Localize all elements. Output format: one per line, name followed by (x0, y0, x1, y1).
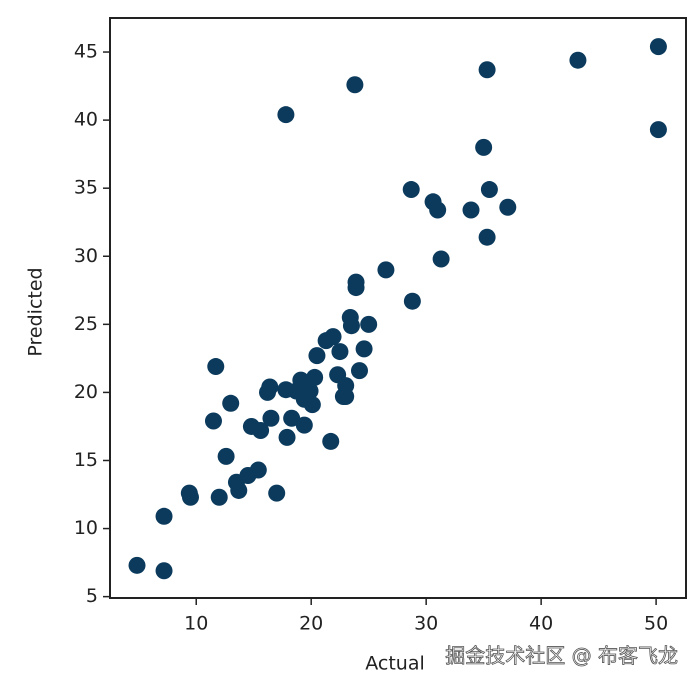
point (181, 488, 199, 506)
y-tick-label: 10 (74, 517, 98, 539)
point (301, 382, 319, 400)
point (278, 428, 296, 446)
point (204, 412, 222, 430)
point (331, 343, 349, 361)
x-tick-label: 50 (644, 613, 668, 635)
point (342, 317, 360, 335)
point (499, 198, 517, 216)
point (432, 250, 450, 268)
point (207, 358, 225, 376)
point (277, 106, 295, 124)
x-tick-label: 30 (414, 613, 438, 635)
point (217, 447, 235, 465)
x-axis-label: Actual (365, 653, 425, 675)
point (322, 432, 340, 450)
point (355, 340, 373, 358)
point (346, 76, 364, 94)
x-tick-label: 20 (299, 613, 323, 635)
point (283, 409, 301, 427)
point (478, 61, 496, 79)
x-tick-label: 40 (529, 613, 553, 635)
y-tick-label: 45 (74, 41, 98, 63)
point (252, 422, 270, 440)
point (347, 273, 365, 291)
point (649, 121, 667, 139)
point (350, 362, 368, 380)
watermark: 掘金技术社区 @ 布客飞龙 (445, 644, 678, 668)
point (261, 378, 279, 396)
y-tick-label: 35 (74, 177, 98, 199)
y-tick-label: 30 (74, 245, 98, 267)
point (377, 261, 395, 279)
y-tick-label: 40 (74, 109, 98, 131)
point (155, 562, 173, 580)
point (249, 461, 267, 479)
y-axis-label: Predicted (25, 267, 47, 356)
y-tick-label: 5 (86, 585, 98, 607)
point (210, 488, 228, 506)
x-tick-label: 10 (184, 613, 208, 635)
point (222, 394, 240, 412)
point (462, 201, 480, 219)
point (128, 556, 146, 574)
point (429, 201, 447, 219)
point (155, 507, 173, 525)
plot-frame (109, 17, 687, 599)
point (475, 138, 493, 156)
point (649, 38, 667, 56)
point (360, 315, 378, 333)
point (569, 51, 587, 69)
point (402, 181, 420, 199)
point (295, 416, 313, 434)
point (230, 481, 248, 499)
point (268, 484, 286, 502)
point (303, 396, 321, 414)
point (480, 181, 498, 199)
point (306, 368, 324, 386)
y-tick-label: 20 (74, 381, 98, 403)
point (262, 409, 280, 427)
point (403, 292, 421, 310)
point (478, 228, 496, 246)
point (337, 377, 355, 395)
y-tick-label: 25 (74, 313, 98, 335)
point (324, 328, 342, 346)
y-tick-label: 15 (74, 449, 98, 471)
point (308, 347, 326, 365)
